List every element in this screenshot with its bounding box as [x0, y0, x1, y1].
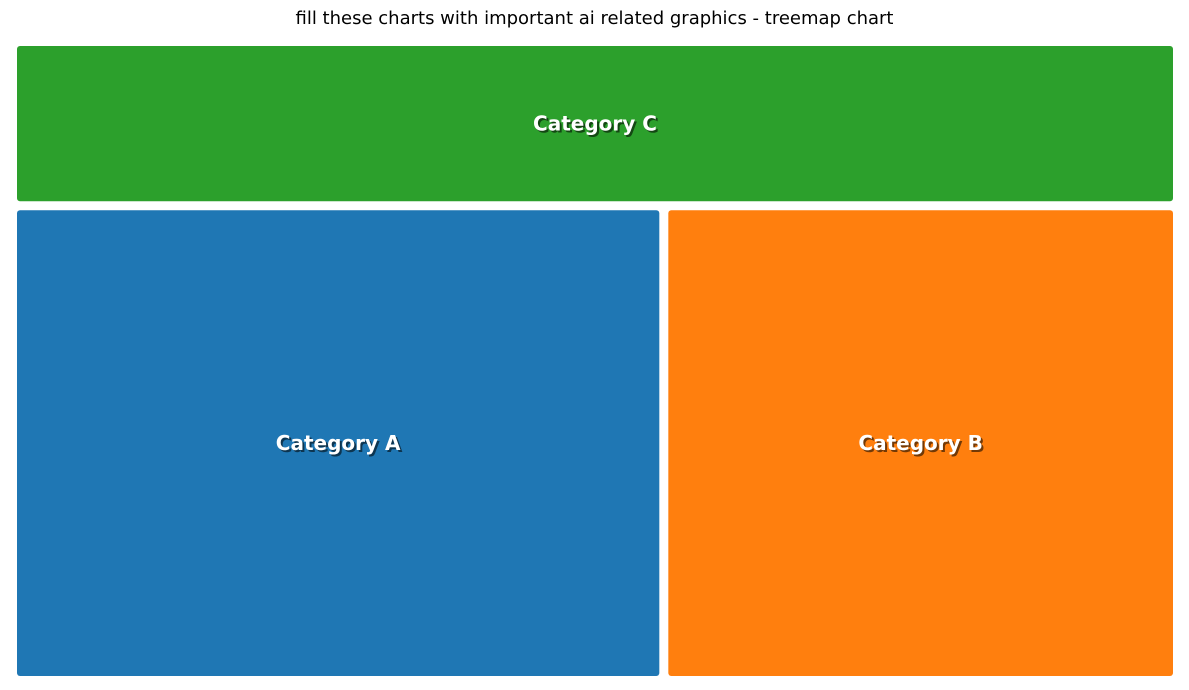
tile-rect-category-b	[668, 210, 1173, 676]
tile-label-category-a: Category A	[276, 431, 401, 455]
tile-rect-category-c	[17, 46, 1173, 202]
tile-label-shadow-category-a: Category A	[278, 433, 403, 457]
tile-label-category-b: Category B	[858, 431, 982, 455]
tile-label-category-c: Category C	[533, 112, 657, 136]
tile-label-shadow-category-c: Category C	[535, 114, 659, 138]
tile-label-shadow-category-b: Category B	[860, 433, 984, 457]
chart-title: fill these charts with important ai rela…	[295, 8, 894, 29]
tile-rect-category-a	[17, 210, 660, 676]
